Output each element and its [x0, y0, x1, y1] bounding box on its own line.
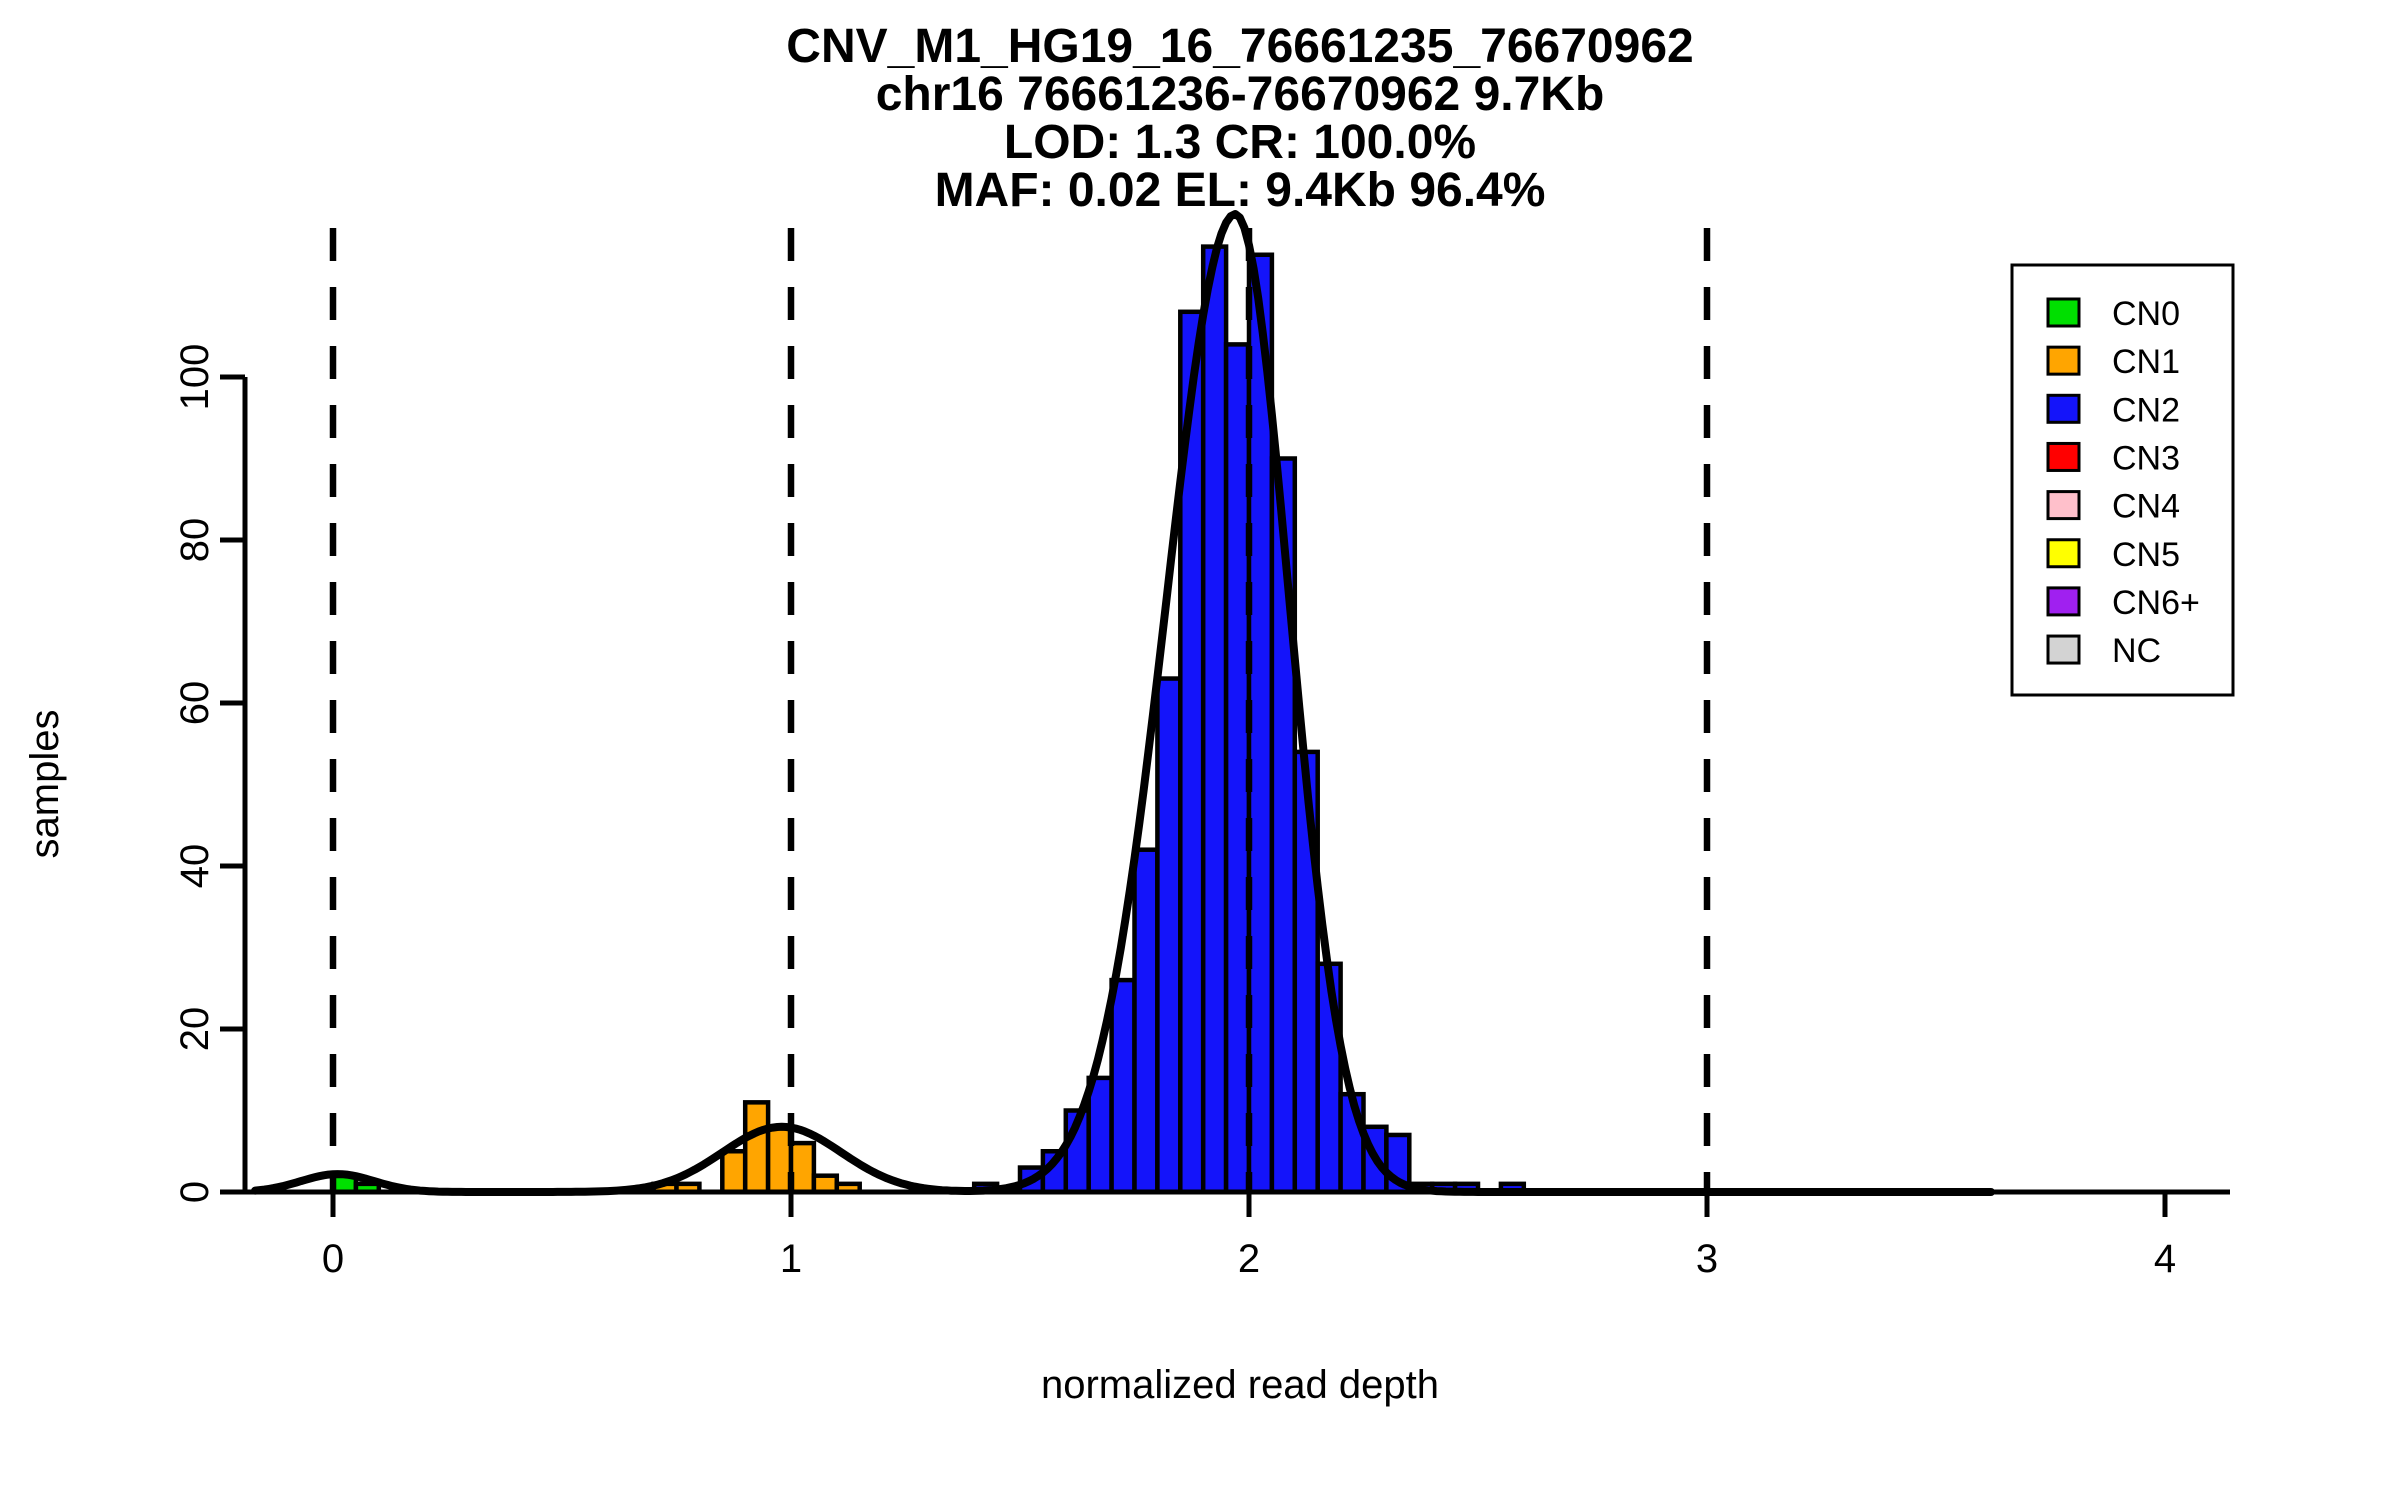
x-axis-title: normalized read depth [1041, 1363, 1439, 1407]
legend-label-cn0: CN0 [2112, 295, 2180, 333]
y-tick-label-20: 20 [173, 1007, 217, 1052]
histogram-bar-cn2 [1200, 244, 1229, 1195]
legend-label-cn2: CN2 [2112, 391, 2180, 429]
histogram-bar-cn2 [1155, 676, 1183, 1195]
legend-label-cn5: CN5 [2112, 536, 2180, 574]
plot-title-line-2: chr16 76661236-76670962 9.7Kb [876, 68, 1605, 121]
legend-label-nc: NC [2112, 632, 2161, 670]
histogram-bar-cn1 [765, 1124, 794, 1195]
legend: CN0 CN1 CN2 CN3 CN4 CN5 CN6+ NC [2010, 263, 2235, 697]
histogram-bar-cn2 [1132, 847, 1160, 1195]
plot-title-line-3: LOD: 1.3 CR: 100.0% [1004, 116, 1476, 169]
legend-swatch-cn6plus [2046, 586, 2081, 617]
y-axis-title: samples [23, 710, 67, 859]
legend-label-cn4: CN4 [2112, 488, 2180, 526]
histogram-bar-cn2 [1223, 342, 1252, 1195]
histogram-bar-cn1 [742, 1100, 771, 1195]
histogram-bar-cn1 [788, 1140, 817, 1195]
x-tick-label-2: 2 [1238, 1237, 1260, 1281]
x-tick-label-4: 4 [2154, 1237, 2176, 1281]
y-ticks-layer: 0 20 40 60 80 100 [173, 344, 245, 1203]
legend-swatch-cn1 [2046, 345, 2081, 376]
legend-swatch-cn4 [2046, 490, 2081, 521]
legend-swatch-cn5 [2046, 538, 2081, 569]
y-tick-label-0: 0 [173, 1181, 217, 1203]
dashed-vlines-layer [329, 228, 1711, 1192]
plot-title-line-1: CNV_M1_HG19_16_76661235_76670962 [786, 20, 1693, 73]
y-tick-label-40: 40 [173, 844, 217, 889]
histogram-bar-cn1 [720, 1149, 748, 1195]
histogram-bar-cn2 [1109, 977, 1137, 1195]
x-tick-label-0: 0 [322, 1237, 344, 1281]
legend-label-cn3: CN3 [2112, 439, 2180, 477]
legend-label-cn1: CN1 [2112, 343, 2180, 381]
plot-title-line-4: MAF: 0.02 EL: 9.4Kb 96.4% [935, 164, 1546, 217]
legend-box [2010, 263, 2235, 697]
y-tick-label-80: 80 [173, 518, 217, 563]
legend-swatch-cn3 [2046, 441, 2081, 472]
x-ticks-layer: 0 1 2 3 4 [322, 1192, 2176, 1281]
histogram-bar-cn2 [1086, 1075, 1114, 1195]
y-tick-label-100: 100 [173, 344, 217, 411]
y-tick-label-60: 60 [173, 681, 217, 726]
x-tick-label-1: 1 [780, 1237, 802, 1281]
x-tick-label-3: 3 [1696, 1237, 1718, 1281]
legend-swatch-cn2 [2046, 393, 2081, 424]
legend-label-cn6plus: CN6+ [2112, 584, 2200, 622]
legend-swatch-cn0 [2046, 297, 2081, 328]
legend-swatch-nc [2046, 634, 2081, 665]
